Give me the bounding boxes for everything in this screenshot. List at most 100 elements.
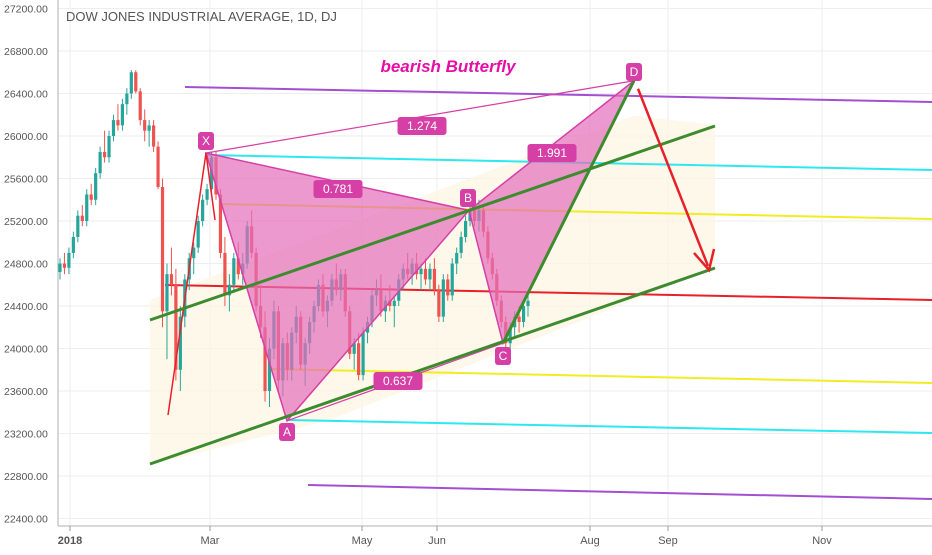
x-tick-label: Sep: [658, 535, 678, 547]
x-tick-label: 2018: [58, 535, 82, 547]
candle-body: [102, 151, 107, 158]
lower-trendline: [149, 266, 716, 466]
ratio-label-text: 0.637: [383, 374, 413, 388]
candle-body: [441, 279, 445, 317]
y-tick-label: 26800.00: [4, 46, 48, 58]
candle-body: [464, 221, 468, 237]
point-label-box: [495, 347, 511, 365]
candle-body: [423, 268, 428, 280]
candle-body: [267, 348, 272, 392]
candle-body: [521, 306, 526, 322]
candle-body: [147, 125, 151, 131]
chart-title: DOW JONES INDUSTRIAL AVERAGE, 1D, DJ: [66, 9, 337, 24]
candle-body: [85, 194, 89, 222]
candle-body: [437, 290, 441, 317]
candle-body: [169, 274, 174, 285]
candle-body: [165, 274, 169, 312]
candle-body: [174, 284, 178, 370]
candle-body: [98, 151, 102, 174]
candle-body: [263, 327, 267, 392]
x-tick-label: Mar: [201, 535, 220, 547]
y-tick-label: 23600.00: [4, 386, 48, 398]
y-tick-label: 26000.00: [4, 131, 48, 143]
candle-body: [129, 72, 133, 94]
candle-body: [392, 300, 396, 307]
candle-body: [71, 236, 75, 253]
candle-body: [192, 247, 196, 259]
candle-body: [94, 173, 98, 200]
point-label-box: [626, 63, 642, 81]
candle-body: [218, 194, 223, 253]
point-label-box: [198, 132, 214, 150]
candle-body: [76, 215, 80, 237]
point-label-box: [279, 423, 295, 441]
ratio-label-box: [373, 372, 423, 390]
ratio-label-text: 0.781: [323, 182, 353, 196]
ratio-label-text: 1.274: [407, 119, 437, 133]
candle-body: [455, 252, 459, 264]
x-tick-label: Jun: [428, 535, 446, 547]
candle-body: [352, 343, 356, 354]
x-tick-label: May: [352, 535, 373, 547]
cyan-level-lower: [286, 419, 932, 434]
candle-body: [205, 189, 209, 200]
candle-body: [178, 316, 182, 370]
candle-body: [80, 215, 84, 222]
candle-body: [446, 279, 450, 296]
projection-arrow-head: [693, 248, 716, 273]
y-tick-label: 24000.00: [4, 344, 48, 356]
candle-body: [58, 263, 62, 273]
candle-body: [125, 93, 129, 105]
y-tick-label: 24800.00: [4, 259, 48, 271]
y-tick-label: 23200.00: [4, 429, 48, 441]
candle-body: [160, 187, 165, 312]
candle-body: [419, 268, 423, 275]
x-tick-label: Aug: [580, 535, 600, 547]
ratio-label-text: 1.991: [537, 146, 567, 160]
ratio-label-box: [397, 117, 447, 135]
candle-body: [134, 72, 138, 92]
candle-body: [120, 104, 124, 126]
y-tick-label: 26400.00: [4, 89, 48, 101]
candle-body: [107, 136, 111, 158]
purple-level-lower: [307, 484, 932, 500]
lead-in-line: [167, 152, 216, 416]
upper-trendline: [149, 124, 716, 322]
candle-body: [232, 258, 236, 285]
y-tick-label: 24400.00: [4, 301, 48, 313]
candle-body: [116, 120, 120, 126]
y-tick-label: 25600.00: [4, 174, 48, 186]
y-tick-label: 22800.00: [4, 471, 48, 483]
ratio-label-box: [313, 180, 363, 198]
candle-body: [67, 252, 71, 268]
candle-body: [201, 199, 205, 222]
candle-body: [89, 194, 93, 200]
candle-body: [62, 263, 67, 268]
candle-body: [143, 120, 147, 131]
candle-body: [223, 252, 227, 296]
point-label-box: [460, 189, 476, 207]
point-label-text: A: [283, 425, 291, 439]
candle-body: [236, 258, 240, 275]
candle-body: [152, 125, 156, 147]
point-label-text: D: [630, 65, 639, 79]
candle-body: [517, 316, 521, 322]
y-tick-label: 27200.00: [4, 4, 48, 16]
candle-body: [138, 91, 142, 121]
candle-body: [111, 120, 116, 137]
x-tick-label: Nov: [812, 535, 832, 547]
candle-body: [432, 268, 436, 291]
point-label-text: C: [499, 349, 508, 363]
pattern-xd-line: [205, 80, 635, 154]
purple-level-upper: [184, 86, 932, 103]
y-tick-label: 22400.00: [4, 514, 48, 526]
candle-body: [428, 268, 432, 280]
candle-body: [508, 327, 512, 344]
pattern-annotation: bearish Butterfly: [380, 57, 517, 76]
point-label-text: B: [464, 191, 472, 205]
candle-body: [459, 236, 463, 253]
ratio-label-box: [527, 144, 577, 162]
candle-body: [450, 263, 454, 296]
candle-body: [388, 300, 392, 307]
